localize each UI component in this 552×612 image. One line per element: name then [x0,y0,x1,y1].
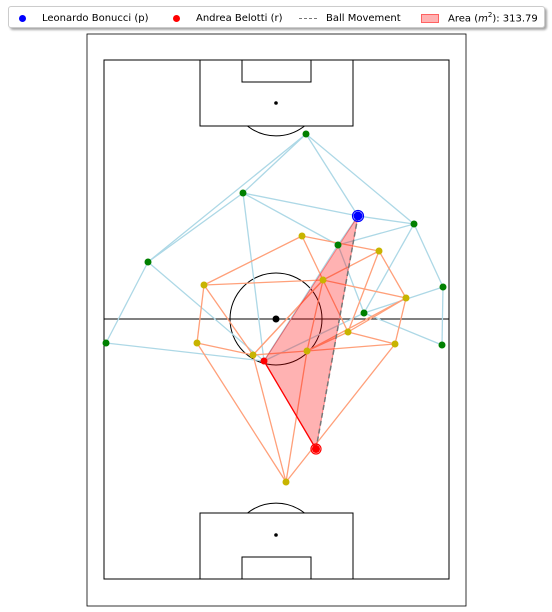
receiver-start-marker [260,357,268,365]
team-b-edge [306,279,324,352]
team-b-player [375,247,383,255]
team-a-edge [413,223,444,288]
team-b-edge [252,279,324,356]
team-a-edges [105,133,444,362]
team-b-edge [347,250,380,333]
team-a-player [439,283,447,291]
team-a-edge [363,312,443,346]
team-a-players [102,130,447,349]
axes-frame [86,33,467,607]
team-a-edge [147,261,265,362]
team-b-edge [347,331,396,345]
team-b-player [193,339,201,347]
legend-receiver-label: Andrea Belotti (r) [196,12,283,24]
legend: Leonardo Bonucci (p) Andrea Belotti (r) … [8,6,545,28]
receiver-legend-marker [173,14,180,22]
legend-item-area: Area (m2): 313.79 [421,7,538,29]
team-a-player [102,339,110,347]
team-a-edge [441,286,444,346]
team-a-edge [242,133,307,194]
receiver-marker [312,445,320,453]
team-b-player [249,351,257,359]
team-b-edge [322,279,407,299]
team-a-player [302,130,310,138]
team-b-edge [196,342,287,483]
team-b-player [298,232,306,240]
team-a-edge [305,133,415,225]
team-b-player [402,294,410,302]
team-a-edge [305,133,359,217]
team-b-edge [203,284,254,356]
team-a-edge [105,342,265,362]
legend-item-movement: Ball Movement [299,7,401,29]
team-b-edge [196,342,254,356]
bottom-penalty-spot [274,533,278,537]
team-a-edge [105,261,149,344]
team-b-player [200,281,208,289]
team-b-player [282,478,290,486]
team-b-edge [306,343,396,352]
team-b-player [391,340,399,348]
center-spot [272,315,280,323]
team-b-edge [322,250,380,281]
team-b-edge [322,279,349,333]
bottom-penalty-box [199,512,354,580]
team-b-players [193,232,410,486]
team-b-player [319,276,327,284]
team-b-player [344,328,352,336]
receiver-run-line [263,360,317,450]
team-b-edge [203,279,324,286]
team-b-player [303,347,311,355]
team-a-player [334,241,342,249]
team-b-edge [306,297,407,352]
top-penalty-arc [247,125,305,137]
team-b-edge [285,343,396,483]
team-a-player [360,309,368,317]
legend-movement-label: Ball Movement [326,12,401,24]
bottom-penalty-arc [247,502,305,514]
team-a-edge [147,133,307,263]
passer-marker [353,211,363,221]
legend-item-passer: Leonardo Bonucci (p) [19,7,148,29]
legend-area-label: Area (m2): 313.79 [448,11,538,25]
team-b-edge [203,235,303,286]
team-b-edge [252,354,287,483]
team-a-edge [357,215,415,225]
team-a-player [438,341,446,349]
area-polygon [263,215,359,451]
team-b-edge [306,331,349,352]
center-circle [229,272,323,366]
receiver-ring [310,443,322,455]
team-a-player [239,189,247,197]
team-b-edge [378,250,407,299]
team-a-edge [242,192,359,217]
passer-ring [351,209,365,223]
team-b-edge [301,235,324,281]
bottom-six-yard-box [241,556,312,580]
team-a-player [144,258,152,266]
area-legend-patch [421,13,439,23]
team-a-edge [242,192,265,362]
team-a-edge [337,223,415,246]
team-b-edge [196,284,205,344]
team-b-edge [252,350,308,356]
legend-item-receiver: Andrea Belotti (r) [173,7,283,29]
team-a-player [410,220,418,228]
passer-legend-marker [19,14,26,22]
legend-passer-label: Leonardo Bonucci (p) [42,12,149,24]
team-b-edge [394,297,407,345]
top-six-yard-box [241,59,312,83]
top-penalty-box [199,59,354,127]
team-a-edge [147,192,244,263]
top-penalty-spot [274,101,278,105]
movement-legend-marker [299,17,317,19]
team-a-edge [242,192,339,246]
